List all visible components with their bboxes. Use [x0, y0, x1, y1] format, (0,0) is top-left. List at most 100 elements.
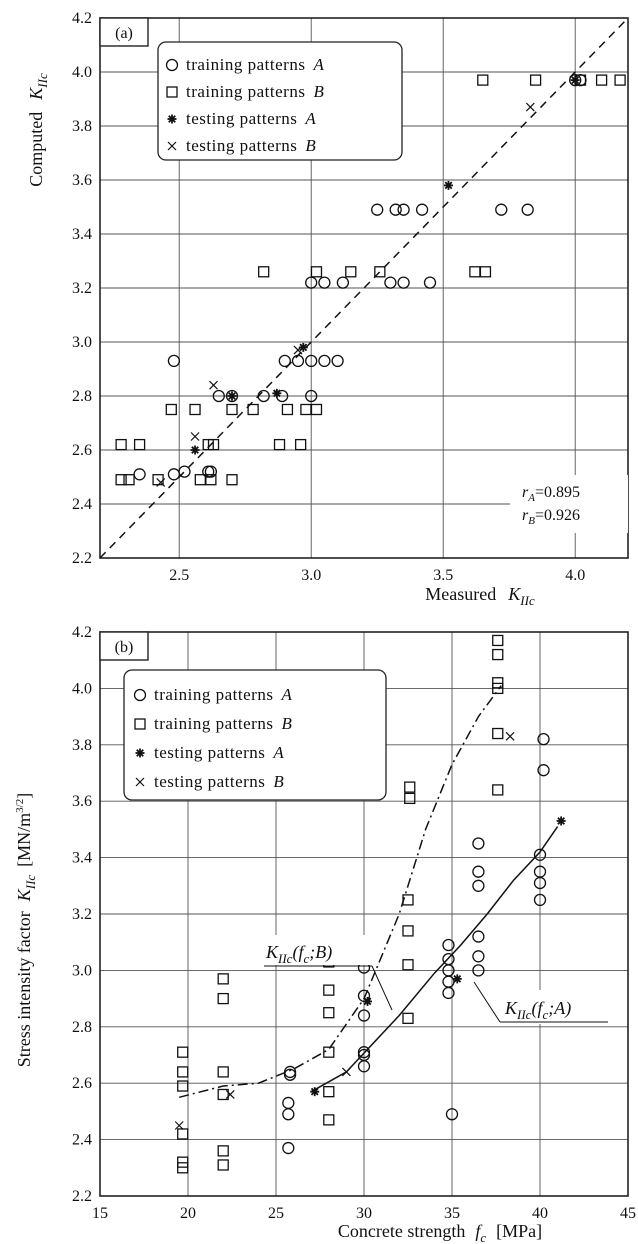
- y-tick-label: 3.6: [72, 172, 92, 189]
- data-point-cross: [293, 345, 303, 355]
- data-point-square: [177, 1128, 189, 1140]
- data-point-circle: [167, 468, 181, 481]
- data-point-square: [217, 992, 229, 1005]
- x-tick-label: 2.5: [169, 567, 189, 584]
- plot-frame-a: [99, 17, 629, 559]
- data-point-cross: [174, 1121, 184, 1130]
- data-point-circle: [167, 354, 181, 368]
- data-point-square: [345, 266, 357, 278]
- y-tick-label: 3.6: [72, 793, 92, 810]
- legend-marker-star: [167, 114, 177, 124]
- data-point-square: [323, 1086, 335, 1098]
- stat-r-a: rA=0.895: [522, 484, 580, 504]
- y-tick-label: 3.8: [72, 118, 92, 135]
- y-tick-label: 2.8: [72, 1019, 92, 1036]
- data-point-square: [217, 973, 229, 985]
- data-point-square: [614, 74, 626, 86]
- data-point-circle: [318, 354, 331, 368]
- data-point-square: [207, 438, 220, 451]
- y-tick-label: 4.2: [72, 624, 92, 641]
- data-point-square: [469, 266, 481, 278]
- data-point-square: [323, 1114, 335, 1126]
- data-point-square: [374, 266, 386, 278]
- curve-label-a-text: KIIc(fc;A): [504, 998, 571, 1022]
- data-point-square: [189, 403, 201, 416]
- panel-tag-b: (b): [115, 639, 134, 656]
- data-point-square: [310, 266, 323, 278]
- data-point-circle: [533, 848, 547, 861]
- data-point-circle: [133, 468, 146, 481]
- legend-label: training patterns A: [186, 55, 324, 74]
- legend-box-a: [157, 41, 403, 161]
- data-point-square: [479, 266, 492, 278]
- data-point-circle: [212, 389, 225, 403]
- data-point-star: [452, 974, 462, 984]
- data-point-square: [404, 781, 416, 793]
- data-point-cross: [156, 477, 166, 487]
- data-point-cross: [190, 432, 200, 441]
- data-point-circle: [336, 276, 350, 289]
- data-point-circle: [442, 952, 455, 966]
- stats-box-a: [510, 475, 628, 533]
- ticks-b: 15 20 25 30 35 40 45 2.2 2.4 2.6 2.8 3.0 3.2 3.4 3.6 3.…: [72, 624, 636, 1222]
- points-a: [115, 73, 626, 487]
- plot-frame-b: [99, 631, 629, 1197]
- data-point-circle: [283, 1065, 297, 1079]
- x-tick-label: 15: [92, 1205, 108, 1222]
- panel-tag-box-a: [99, 17, 149, 47]
- data-point-square: [529, 74, 542, 86]
- data-point-circle: [282, 1096, 295, 1110]
- data-point-star: [556, 816, 566, 826]
- data-point-square: [492, 727, 504, 740]
- data-point-square: [177, 1066, 189, 1078]
- data-point-square: [123, 474, 135, 486]
- legend-marker-circle: [165, 58, 179, 72]
- data-point-square: [217, 1145, 229, 1157]
- points-b: [174, 634, 566, 1174]
- data-point-circle: [357, 1048, 371, 1062]
- data-point-square: [217, 1088, 229, 1101]
- legend-marker-square: [134, 718, 146, 730]
- y-tick-label: 4.0: [72, 64, 92, 81]
- x-tick-label: 25: [268, 1205, 284, 1222]
- x-tick-label: 3.0: [301, 567, 321, 584]
- legend-box-b: [123, 669, 387, 801]
- curve-label-b: KIIc(fc;B): [258, 935, 393, 1011]
- data-point-square: [404, 792, 416, 805]
- data-point-circle: [291, 354, 305, 368]
- data-point-circle: [533, 893, 547, 907]
- ticks-a: 2.5 3.0 3.5 4.0 2.2 2.4 2.6 2.8 3.0 3.2 3.4 3.6 3.8 4…: [72, 10, 585, 584]
- y-tick-label: 2.4: [72, 1132, 92, 1149]
- data-point-square: [177, 1080, 189, 1092]
- data-point-square: [247, 403, 259, 416]
- legend-label: testing patterns B: [154, 772, 284, 791]
- data-point-square: [310, 403, 323, 416]
- x-tick-label: 30: [356, 1205, 372, 1222]
- data-point-cross: [505, 731, 515, 741]
- y-tick-label: 2.6: [72, 442, 92, 459]
- data-point-circle: [537, 733, 550, 746]
- data-point-circle: [472, 950, 485, 963]
- x-tick-label: 20: [180, 1205, 196, 1222]
- y-tick-label: 3.2: [72, 280, 92, 297]
- data-point-square: [300, 403, 312, 416]
- data-point-star: [363, 996, 373, 1006]
- data-point-circle: [472, 837, 485, 850]
- data-point-square: [226, 403, 238, 416]
- data-point-square: [281, 403, 294, 416]
- data-point-circle: [204, 465, 218, 478]
- data-point-circle: [537, 764, 550, 777]
- data-point-star: [272, 388, 282, 398]
- curve-a: [310, 826, 559, 1093]
- data-point-square: [323, 984, 335, 996]
- data-point-square: [273, 438, 286, 451]
- legend-label: testing patterns A: [186, 109, 316, 128]
- data-point-square: [492, 784, 504, 796]
- y-tick-label: 2.6: [72, 1075, 92, 1092]
- data-point-square: [217, 1066, 229, 1078]
- curve-label-b-text: KIIc(fc;B): [265, 942, 332, 966]
- legend-b: training patterns A training patterns B test…: [123, 669, 387, 801]
- data-point-circle: [318, 276, 331, 289]
- legend-label: training patterns B: [186, 82, 324, 101]
